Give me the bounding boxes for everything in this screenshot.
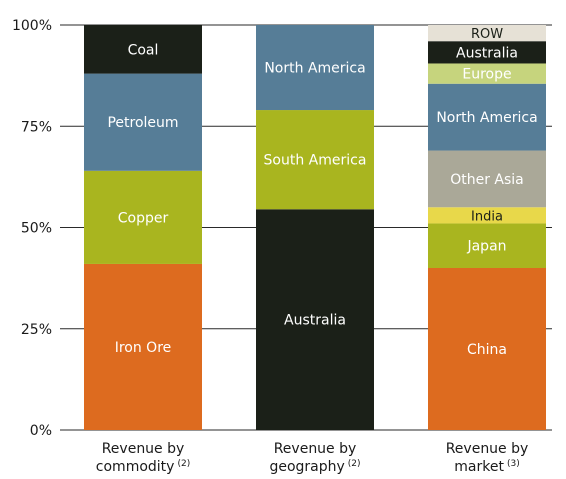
segment-label: China <box>467 342 507 358</box>
category-label-line2: commodity (2) <box>96 459 190 475</box>
bar-segment <box>84 170 202 264</box>
segment-label: Australia <box>456 45 518 61</box>
bar-segment <box>428 150 546 208</box>
segment-label: Europe <box>462 67 511 83</box>
segment-label: Coal <box>128 42 159 58</box>
category-footnote: (3) <box>507 459 520 469</box>
bar-segment <box>84 263 202 430</box>
bar-segment <box>428 207 546 224</box>
bar-segment <box>84 25 202 74</box>
bar-segment <box>428 83 546 151</box>
category-label-line1: Revenue by <box>446 441 529 457</box>
bar-segment <box>256 25 374 111</box>
bar-stack: Iron Ore Copper Petroleum Coal <box>84 25 202 430</box>
segment-label: Copper <box>118 210 169 226</box>
bar-segment <box>428 41 546 64</box>
category-label-main: geography <box>269 459 344 475</box>
y-tick-label: 50% <box>21 221 52 237</box>
bar-segment <box>428 268 546 430</box>
category-label-line2: geography (2) <box>269 459 360 475</box>
category-label-main: commodity <box>96 459 175 475</box>
category-footnote: (2) <box>348 459 361 469</box>
segment-label: North America <box>436 110 537 126</box>
segment-label: South America <box>264 153 367 169</box>
bar-segment <box>428 63 546 84</box>
segment-label: Petroleum <box>107 115 178 131</box>
category-label-line1: Revenue by <box>102 441 185 457</box>
segment-label: ROW <box>471 27 503 42</box>
segment-label: Australia <box>284 313 346 329</box>
bar-segment <box>256 209 374 430</box>
category-label-line1: Revenue by <box>274 441 357 457</box>
category-footnote: (2) <box>177 459 190 469</box>
bar-segment <box>428 25 546 42</box>
category-label-main: market <box>454 459 504 475</box>
y-tick-label: 100% <box>12 18 52 34</box>
segment-label: Japan <box>466 239 506 255</box>
bars: Iron Ore Copper Petroleum Coal Australia Sout… <box>84 25 546 430</box>
segment-label: North America <box>264 61 365 77</box>
segment-label: Iron Ore <box>115 340 172 356</box>
bar-segment <box>84 73 202 171</box>
y-tick-label: 25% <box>21 322 52 338</box>
segment-label: India <box>471 209 503 224</box>
y-tick-label: 0% <box>30 423 52 439</box>
bar-segment <box>256 110 374 210</box>
bar-segment <box>428 223 546 268</box>
bar-stack: Australia South America North America <box>256 25 374 430</box>
segment-label: Other Asia <box>450 172 524 188</box>
category-label-line2: market (3) <box>454 459 519 475</box>
y-tick-label: 75% <box>21 119 52 135</box>
bar-stack: China Japan India Other Asia North America Eu… <box>428 25 546 430</box>
